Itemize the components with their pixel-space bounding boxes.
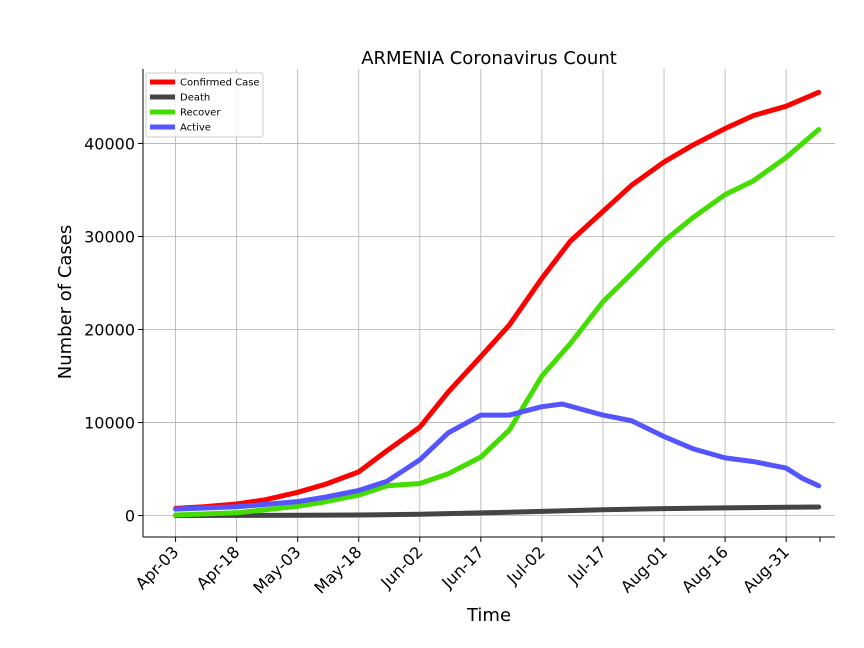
y-tick-label: 30000 xyxy=(84,227,135,246)
x-tick-label: Jun-17 xyxy=(437,542,487,592)
axes xyxy=(138,69,835,542)
tick-labels: Apr-03 Apr-18 May-03 May-18 Jun-02 Jun-17 Jul-… xyxy=(84,134,793,597)
legend-label-active: Active xyxy=(180,123,211,134)
legend-box xyxy=(145,72,264,138)
x-tick-label: Apr-03 xyxy=(132,542,183,593)
series-line-confirmed-case xyxy=(173,89,822,511)
x-axis-title: Time xyxy=(466,605,511,626)
y-tick-label: 40000 xyxy=(84,134,135,153)
y-tick-label: 0 xyxy=(125,507,135,526)
x-tick-label: Aug-16 xyxy=(678,542,732,596)
x-tick-label: Aug-01 xyxy=(617,542,671,596)
x-tick-label: May-18 xyxy=(310,542,365,597)
x-tick-label: Apr-18 xyxy=(193,542,244,593)
legend-label-confirmed-case: Confirmed Case xyxy=(180,78,260,89)
y-tick-label: 10000 xyxy=(84,414,135,433)
series-line-recover xyxy=(173,127,822,518)
series-layer xyxy=(173,89,822,518)
series-line-active xyxy=(173,401,822,512)
series-line-death xyxy=(173,504,822,518)
x-tick-label: Jul-17 xyxy=(564,542,610,588)
y-axis-title: Number of Cases xyxy=(55,225,76,380)
x-tick-label: May-03 xyxy=(249,542,304,597)
legend-label-recover: Recover xyxy=(180,108,221,119)
legend: Confirmed Case Death Recover Active xyxy=(145,72,264,138)
x-tick-label: Jun-02 xyxy=(376,542,426,592)
grid xyxy=(143,69,835,537)
y-tick-label: 20000 xyxy=(84,321,135,340)
legend-label-death: Death xyxy=(180,93,210,104)
chart-title: ARMENIA Coronavirus Count xyxy=(361,48,617,69)
x-tick-label: Jul-02 xyxy=(502,542,548,588)
x-tick-label: Aug-31 xyxy=(739,542,793,596)
